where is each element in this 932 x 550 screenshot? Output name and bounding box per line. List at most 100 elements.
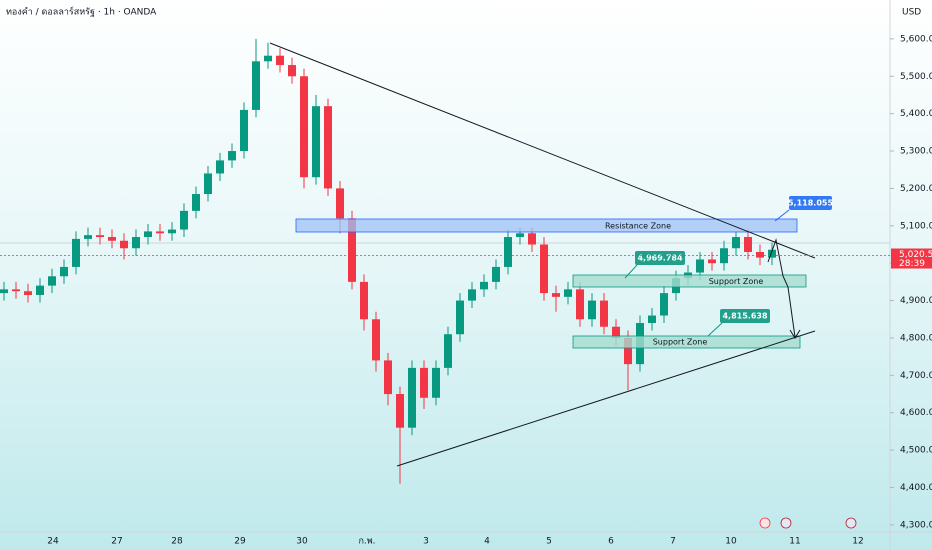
candle-body (84, 235, 92, 239)
callout (789, 196, 832, 210)
zone-label: Support Zone (709, 277, 764, 286)
candle-body (252, 61, 260, 110)
candle-body (228, 151, 236, 161)
candle-body (48, 276, 56, 286)
candle-body (168, 229, 176, 234)
candle-body (216, 160, 224, 174)
callout-pointer (774, 209, 790, 222)
candle-body (336, 188, 344, 219)
x-tick-label: 27 (111, 537, 122, 547)
candle-body (180, 210, 188, 230)
candle-body (624, 337, 632, 365)
candle-body (468, 289, 476, 301)
y-tick-label: 4,600.000 (900, 408, 932, 418)
y-tick-label: 5,500.000 (900, 72, 932, 82)
candle-body (564, 289, 572, 297)
candle-body (0, 289, 8, 294)
candle-body (600, 300, 608, 327)
x-tick-label: 4 (484, 537, 490, 547)
candle-body (516, 233, 524, 238)
last-price-tag (891, 248, 932, 269)
candle-body (504, 237, 512, 267)
x-tick-label: ก.พ. (358, 537, 375, 547)
y-tick-label: 5,600.000 (900, 34, 932, 44)
callout-label: 5,118.055 (788, 199, 833, 208)
x-tick-label: 12 (852, 537, 863, 547)
candle-body (324, 106, 332, 189)
event-icon[interactable] (759, 517, 771, 529)
candle-body (240, 109, 248, 152)
candle-body (312, 106, 320, 178)
candle-body (276, 55, 284, 66)
callout (720, 309, 770, 323)
candle-body (132, 237, 140, 249)
callout-pointer (707, 322, 723, 337)
candle-body (120, 240, 128, 249)
candle-body (348, 218, 356, 282)
candle-body (696, 259, 704, 273)
candle-body (588, 300, 596, 320)
y-tick-label: 4,900.000 (900, 296, 932, 306)
candle-body (288, 65, 296, 77)
event-icon[interactable] (780, 517, 792, 529)
candle-body (300, 76, 308, 178)
candle-body (24, 291, 32, 295)
candle-body (60, 266, 68, 277)
support-zone (572, 274, 807, 288)
candle-body (372, 319, 380, 361)
candle-body (444, 334, 452, 368)
event-icon[interactable] (845, 517, 857, 529)
x-tick-label: 7 (670, 537, 676, 547)
candle-body (528, 233, 536, 245)
candle-body (768, 249, 776, 258)
candle-body (744, 237, 752, 252)
candle-body (396, 394, 404, 428)
callout-pointer (624, 264, 638, 279)
callout (635, 251, 685, 265)
candle-body (432, 367, 440, 398)
y-tick-label: 5,300.000 (900, 147, 932, 157)
candle-body (12, 289, 20, 292)
candle-body (456, 300, 464, 335)
candle-body (540, 244, 548, 294)
zone-label: Resistance Zone (605, 222, 671, 231)
candle-body (420, 367, 428, 398)
candle-body (72, 238, 80, 267)
x-tick-label: 6 (608, 537, 614, 547)
y-tick-label: 4,700.000 (900, 371, 932, 381)
x-tick-label: 3 (423, 537, 429, 547)
candle-body (108, 237, 116, 241)
zone-label: Support Zone (653, 338, 708, 347)
y-tick-label: 5,200.000 (900, 184, 932, 194)
candle-body (96, 235, 104, 238)
candle-body (264, 55, 272, 62)
candle-body (192, 194, 200, 211)
candle-body (480, 281, 488, 290)
callout-label: 4,969.784 (637, 254, 682, 263)
candle-body (384, 360, 392, 395)
x-tick-label: 30 (296, 537, 308, 547)
candle-body (648, 315, 656, 324)
x-tick-label: 29 (234, 537, 246, 547)
candle-body (360, 281, 368, 320)
currency: USD (902, 8, 921, 18)
x-tick-label: 11 (789, 537, 800, 547)
candle-body (552, 293, 560, 297)
candle-body (756, 251, 764, 258)
y-tick-label: 5,400.000 (900, 109, 932, 119)
last-price-label: 5,020.570 (899, 250, 932, 260)
candle-body (156, 231, 164, 234)
y-tick-label: 4,400.000 (900, 483, 932, 493)
candle-body (576, 289, 584, 320)
candle-body (204, 173, 212, 195)
trendline (396, 330, 816, 467)
countdown: 28:39 (899, 259, 925, 269)
x-tick-label: 5 (546, 537, 552, 547)
y-tick-label: 4,300.000 (900, 520, 932, 530)
candle-body (408, 367, 416, 428)
candle-body (732, 237, 740, 249)
y-tick-label: 4,800.000 (900, 333, 932, 343)
candle-body (492, 266, 500, 282)
